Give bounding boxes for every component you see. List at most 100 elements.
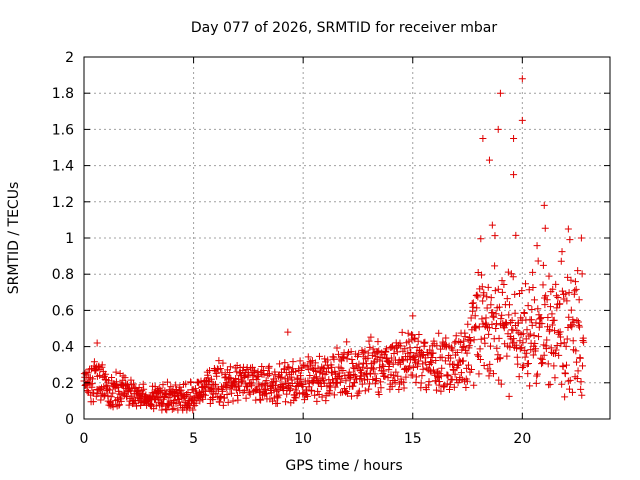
data-point <box>318 393 326 401</box>
data-point <box>529 268 537 276</box>
data-point <box>321 355 329 363</box>
data-point <box>282 398 290 406</box>
data-point <box>355 387 363 395</box>
data-point <box>524 302 532 310</box>
data-point <box>102 370 110 378</box>
data-point <box>527 346 535 354</box>
data-point <box>446 381 454 389</box>
data-point <box>313 397 321 405</box>
data-point <box>528 306 536 314</box>
data-point <box>578 270 586 278</box>
data-point <box>334 350 342 358</box>
data-point <box>412 373 420 381</box>
data-point <box>569 337 577 345</box>
data-point <box>513 344 521 352</box>
data-point <box>315 352 323 360</box>
data-point <box>390 372 398 380</box>
data-point <box>377 378 385 386</box>
data-point <box>454 379 462 387</box>
data-point <box>319 365 327 373</box>
data-point <box>359 348 367 356</box>
data-point <box>510 171 518 179</box>
data-point <box>553 341 561 349</box>
data-point <box>574 367 582 375</box>
data-point <box>483 293 491 301</box>
data-point <box>505 301 513 309</box>
data-point <box>484 283 492 291</box>
data-point <box>184 388 192 396</box>
data-point <box>326 389 334 397</box>
data-point <box>418 372 426 380</box>
data-point <box>541 224 549 232</box>
y-tick-label: 1.6 <box>52 122 74 138</box>
data-point <box>187 379 195 387</box>
data-point <box>296 357 304 365</box>
data-point <box>564 225 572 233</box>
data-point <box>557 340 565 348</box>
data-point <box>425 378 433 386</box>
data-point <box>459 357 467 365</box>
data-point <box>568 388 576 396</box>
data-point <box>531 339 539 347</box>
data-point <box>561 370 569 378</box>
data-point <box>333 344 341 352</box>
data-point <box>472 324 480 332</box>
data-point <box>515 373 523 381</box>
data-point <box>382 348 390 356</box>
data-point <box>544 313 552 321</box>
data-point <box>543 296 551 304</box>
data-point <box>324 356 332 364</box>
data-point <box>281 359 289 367</box>
data-point <box>471 312 479 320</box>
data-point <box>553 304 561 312</box>
data-point <box>427 358 435 366</box>
data-point <box>151 383 159 391</box>
data-point <box>540 201 548 209</box>
data-point <box>523 349 531 357</box>
data-point <box>440 381 448 389</box>
data-point <box>349 382 357 390</box>
data-point <box>378 361 386 369</box>
y-tick-label: 0.6 <box>52 303 74 319</box>
data-point <box>533 370 541 378</box>
data-point <box>467 366 475 374</box>
data-point <box>343 338 351 346</box>
data-point <box>342 388 350 396</box>
data-point <box>432 386 440 394</box>
data-point <box>380 367 388 375</box>
data-point <box>446 386 454 394</box>
data-point <box>242 394 250 402</box>
data-point <box>405 337 413 345</box>
data-point <box>304 392 312 400</box>
data-point <box>306 372 314 380</box>
data-point <box>357 375 365 383</box>
data-point <box>194 378 202 386</box>
data-point <box>562 290 570 298</box>
data-point <box>450 383 458 391</box>
data-point <box>434 374 442 382</box>
data-point <box>563 335 571 343</box>
data-point <box>476 345 484 353</box>
data-point <box>552 292 560 300</box>
data-point <box>365 380 373 388</box>
data-point <box>409 312 417 320</box>
data-point <box>560 295 568 303</box>
data-point <box>478 283 486 291</box>
data-point <box>533 372 541 380</box>
data-point <box>369 375 377 383</box>
data-point <box>511 309 519 317</box>
data-point <box>505 392 513 400</box>
data-point <box>146 401 154 409</box>
data-point <box>133 402 141 410</box>
data-point <box>481 339 489 347</box>
data-point <box>539 359 547 367</box>
data-point <box>517 344 525 352</box>
data-point <box>438 364 446 372</box>
data-point <box>424 351 432 359</box>
data-point <box>573 316 581 324</box>
data-point <box>311 359 319 367</box>
data-point <box>286 385 294 393</box>
data-point <box>480 289 488 297</box>
data-point <box>539 261 547 269</box>
